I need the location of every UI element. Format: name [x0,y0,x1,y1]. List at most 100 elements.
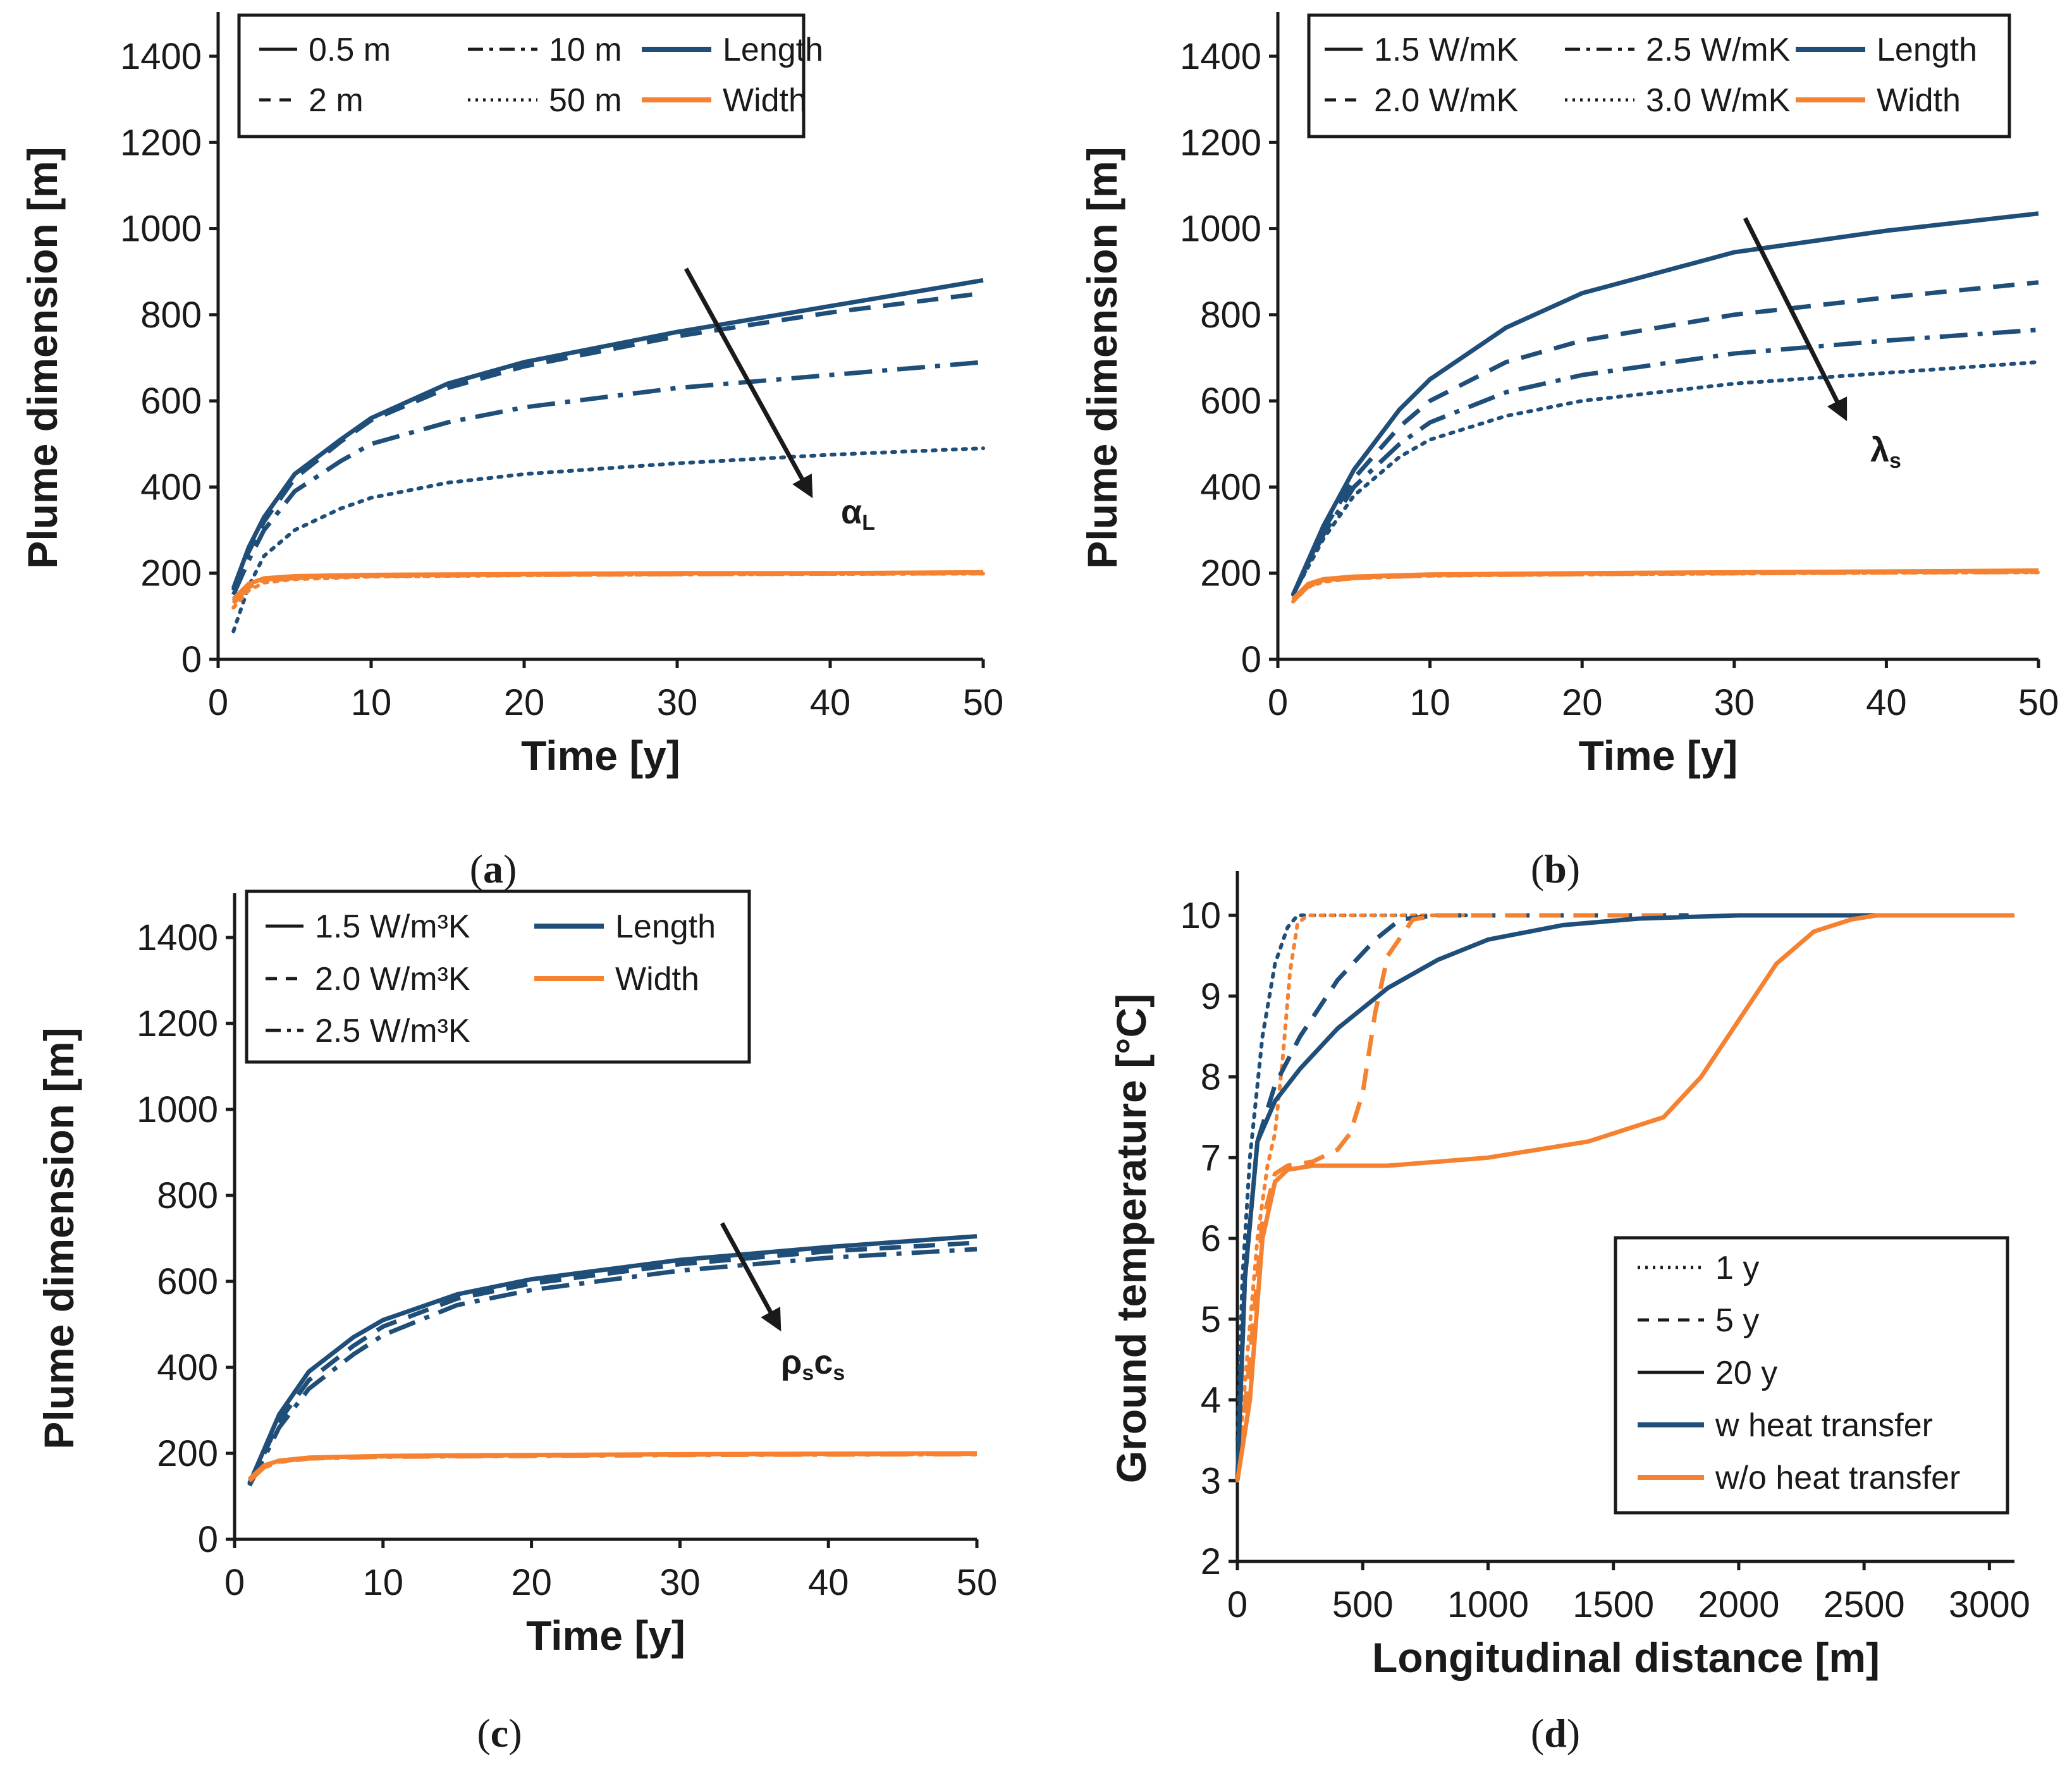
x-tick-label: 2000 [1698,1584,1779,1625]
y-tick-label: 1400 [1180,36,1261,77]
x-tick-label: 20 [511,1562,552,1603]
y-tick-label: 3 [1201,1460,1221,1501]
y-tick-label: 400 [157,1347,218,1388]
series-line [1290,327,2039,596]
series-line [1291,570,2040,604]
x-tick-label: 40 [1866,682,1907,723]
series-line [247,1240,978,1486]
y-tick-label: 800 [1200,295,1261,336]
legend-label: Length [1877,32,1977,68]
y-tick-label: 1200 [1180,122,1261,163]
legend-box [237,13,806,138]
legend-label: 1.5 W/m³K [315,908,470,945]
y-tick-label: 2 [1201,1541,1221,1582]
y-tick-label: 1200 [137,1003,218,1044]
panel-caption: (d) [1531,1711,1580,1756]
x-tick-label: 0 [1268,682,1288,723]
x-axis-label: Longitudinal distance [m] [1372,1634,1880,1681]
y-tick-label: 800 [140,295,202,336]
series-line [1291,360,2040,597]
x-tick-label: 2500 [1824,1584,1905,1625]
series-line [231,360,984,596]
legend-label: Width [1877,82,1961,119]
annotation-label: λs [1870,431,1901,473]
series-line [231,278,984,589]
legend-label: 1 y [1715,1250,1759,1286]
chart-d: 0 500 1000 1500 2000 2500 3000 2 3 4 5 6 7 8 9 10 Longit… [1108,871,2030,1756]
x-tick-label: 1500 [1572,1584,1654,1625]
y-tick-label: 400 [1200,467,1261,508]
series-line [1235,913,1902,1481]
x-tick-label: 3000 [1949,1584,2030,1625]
y-tick-label: 1000 [137,1089,218,1130]
legend-box [1307,13,2011,138]
series-line [231,571,985,610]
legend-label: 5 y [1715,1302,1759,1339]
y-tick-label: 4 [1201,1380,1221,1421]
y-tick-label: 9 [1201,976,1221,1017]
series-line [1235,913,1465,1483]
y-tick-label: 200 [1200,553,1261,594]
annotation-symbol: λ [1870,431,1889,469]
x-tick-label: 30 [1714,682,1755,723]
x-tick-label: 10 [351,682,392,723]
caption-letter: c [491,1711,508,1756]
legend-label: Width [615,961,699,998]
annotation-symbol: α [841,493,862,531]
x-axis-label: Time [y] [526,1612,685,1659]
caption-open: ( [1531,1711,1544,1756]
x-tick-label: 50 [2018,682,2059,723]
chart-c: 0 10 20 30 40 50 0 200 400 600 800 1000 1200 1400 Time… [35,889,998,1756]
legend-label: 10 m [549,32,622,68]
caption-close: ) [503,846,517,891]
y-tick-label: 600 [140,381,202,422]
x-tick-label: 50 [957,1562,998,1603]
trend-arrow [720,1222,782,1332]
caption-open: ( [470,846,483,891]
series-line [247,1234,978,1484]
legend-label: Length [615,908,716,945]
caption-open: ( [477,1711,490,1756]
series-line [1235,913,2014,1481]
x-tick-label: 500 [1332,1584,1394,1625]
legend-label: 3.0 W/mK [1646,82,1791,119]
legend: 1.5 W/m³K Length 2.0 W/m³K Width 2.5 W/m³K [245,889,751,1064]
x-tick-label: 10 [1409,682,1450,723]
annotation-subscript: s [1889,449,1901,473]
y-tick-label: 1200 [120,122,202,163]
annotation-subscript: s [833,1361,845,1385]
series-line [1291,570,2039,602]
panel-caption: (c) [477,1711,522,1756]
y-tick-label: 1000 [120,209,202,250]
y-tick-label: 8 [1201,1057,1221,1098]
caption-close: ) [1567,846,1580,891]
series-line [1290,280,2039,596]
series-line [1235,913,1664,1481]
annotation-subscript: L [862,511,875,535]
legend-label: 2.0 W/m³K [315,961,470,998]
x-tick-label: 0 [224,1562,245,1603]
y-tick-label: 7 [1201,1137,1221,1178]
caption-close: ) [1567,1711,1580,1756]
caption-open: ( [1531,846,1544,891]
y-axis-label: Plume dimension [m] [19,147,66,568]
trend-arrow [1743,217,1848,422]
y-tick-label: 0 [1241,639,1261,680]
x-tick-label: 30 [657,682,698,723]
x-tick-label: 1000 [1447,1584,1529,1625]
series-line [248,1451,978,1483]
y-tick-label: 1400 [120,36,202,77]
annotation-symbol: ρ [781,1343,802,1381]
x-tick-label: 40 [808,1562,849,1603]
legend-label: 2 m [309,82,364,119]
chart-a: 0 10 20 30 40 50 0 200 400 600 800 1000 1200 1400 Time… [19,12,1003,891]
legend-label: 2.0 W/mK [1374,82,1519,119]
y-tick-label: 10 [1180,895,1221,936]
y-tick-label: 800 [157,1175,218,1216]
legend-label: 2.5 W/mK [1646,32,1791,68]
y-tick-label: 1400 [137,917,218,958]
legend-label: 20 y [1715,1355,1777,1391]
x-tick-label: 30 [659,1562,701,1603]
caption-close: ) [508,1711,522,1756]
